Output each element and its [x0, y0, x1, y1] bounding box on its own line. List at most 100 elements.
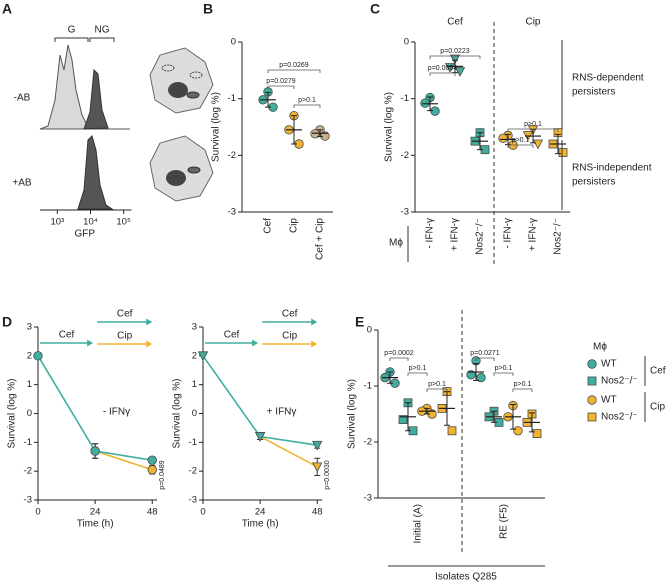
- marker-square: [587, 412, 597, 422]
- x-tick-label: Initial (A): [413, 504, 424, 543]
- x-tick-label: Cef: [263, 218, 274, 234]
- flow-histograms: [39, 44, 130, 210]
- x-tick-label: 10⁴: [83, 217, 98, 228]
- marker-circle: [476, 372, 486, 383]
- marker-triangle: [532, 139, 544, 150]
- error-bar: [505, 133, 511, 146]
- marker-circle: [90, 446, 100, 456]
- error-bar: [387, 371, 393, 384]
- y-tick-label: -2: [228, 150, 236, 161]
- panel-letter: D: [2, 314, 12, 330]
- panel-letter: B: [203, 1, 213, 17]
- comparison-bracket: [267, 69, 321, 73]
- y-tick-label: -3: [189, 495, 197, 506]
- x-axis-label: Isolates Q285: [435, 572, 497, 583]
- y-tick-label: -1: [24, 437, 32, 448]
- x-tick-label: 24: [90, 507, 101, 518]
- comparison-bracket: [426, 388, 448, 392]
- cell: [149, 135, 214, 202]
- p-value: p=0.0269: [279, 62, 308, 69]
- error-bar: [477, 132, 483, 151]
- error-bar: [510, 403, 516, 430]
- marker-circle: [466, 370, 476, 380]
- p-value: p>0.1: [512, 137, 530, 144]
- x-tick-label: Cef + Cip: [315, 218, 326, 260]
- y-tick-label: 0: [27, 408, 32, 419]
- y-tick-label: 0: [404, 37, 409, 48]
- treatment-label: Cef: [224, 330, 240, 341]
- y-tick-label: 1: [192, 379, 197, 390]
- comparison-bracket: [407, 372, 428, 376]
- series-line: [259, 435, 318, 468]
- panel-letter: E: [355, 314, 364, 330]
- error-bar: [317, 129, 323, 138]
- p-value: p=0.0489: [159, 460, 166, 489]
- bacterium: [186, 91, 200, 99]
- x-tick-label: 48: [147, 507, 158, 518]
- y-tick-label: 0: [231, 37, 236, 48]
- p-value: p>0.1: [495, 365, 513, 372]
- x-tick-label: 48: [312, 507, 323, 518]
- marker-square: [558, 148, 568, 157]
- bacterium: [161, 64, 175, 72]
- marker-square: [398, 415, 408, 425]
- y-tick-label: -1: [364, 381, 372, 392]
- treatment-label: Cip: [117, 331, 132, 342]
- error-bar: [291, 115, 297, 145]
- gate-bracket: [89, 37, 115, 42]
- marker-triangle: [254, 432, 266, 442]
- annotation: RNS-dependent: [572, 73, 644, 84]
- row-label: -AB: [14, 93, 31, 104]
- marker-circle: [320, 131, 330, 141]
- y-tick-label: 0: [367, 325, 372, 336]
- error-bar: [265, 91, 271, 108]
- arrow-head: [311, 340, 318, 348]
- p-value: p>0.1: [514, 381, 532, 388]
- marker-square: [532, 429, 542, 439]
- comparison-bracket: [429, 55, 481, 59]
- y-tick-label: 2: [192, 350, 197, 361]
- treatment-label: Cef: [117, 309, 133, 320]
- panel-letter: A: [2, 1, 12, 17]
- error-bar: [405, 402, 411, 432]
- legend-label: Nos2⁻/⁻: [601, 376, 638, 387]
- legend-label: Nos2⁻/⁻: [601, 412, 638, 423]
- marker-circle: [430, 106, 440, 116]
- group-label: Cip: [525, 17, 540, 28]
- series-line: [202, 355, 318, 447]
- legend-label: WT: [601, 395, 617, 406]
- error-bar: [427, 96, 433, 112]
- comparison-bracket: [267, 85, 295, 89]
- comparison-bracket: [293, 104, 321, 108]
- y-axis-label: Survival (log %): [172, 378, 183, 448]
- x-tick-label: 10³: [50, 217, 64, 228]
- x-tick-label: RE (F5): [499, 504, 510, 539]
- comparison-bracket: [507, 144, 534, 148]
- condition-label: + IFNγ: [267, 407, 297, 418]
- comparison-bracket: [389, 357, 409, 361]
- marker-circle: [147, 455, 157, 465]
- treatment-label: Cef: [282, 309, 298, 320]
- y-tick-label: -3: [24, 495, 32, 506]
- marker-circle: [147, 465, 157, 475]
- y-tick-label: 3: [27, 322, 32, 333]
- gate-label: G: [68, 25, 76, 36]
- comparison-bracket: [507, 128, 559, 132]
- p-value: p=0.0223: [440, 48, 469, 55]
- comparison-bracket: [429, 72, 456, 76]
- p-value: p>0.1: [409, 365, 427, 372]
- bacterium: [187, 166, 201, 174]
- p-value: p=0.0002: [384, 350, 413, 357]
- error-bar: [555, 133, 561, 155]
- marker-circle: [587, 395, 597, 405]
- marker-square: [587, 376, 597, 386]
- x-tick-label: 10⁵: [116, 217, 131, 228]
- marker-circle: [33, 351, 43, 361]
- comparison-bracket: [512, 388, 533, 392]
- legend-group: Cip: [650, 402, 665, 413]
- macrophage-icon: [149, 47, 214, 114]
- error-bar: [491, 410, 497, 423]
- bacterium: [189, 71, 203, 79]
- y-tick-label: -2: [401, 150, 409, 161]
- hist-gfp-high: [83, 68, 109, 130]
